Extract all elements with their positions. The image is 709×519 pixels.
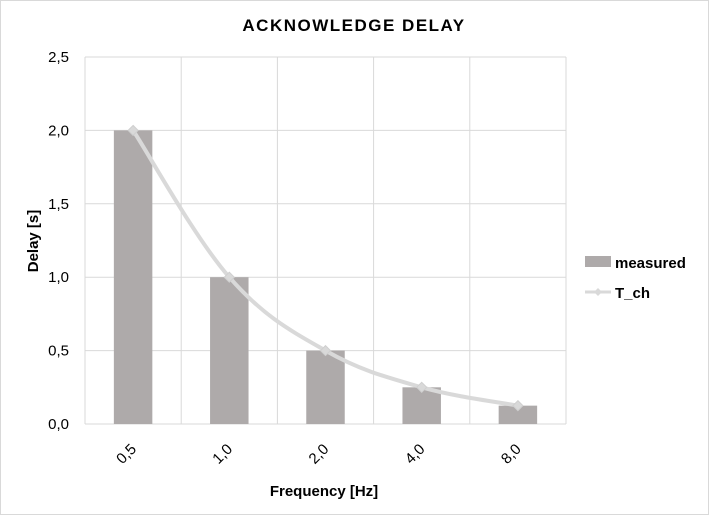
legend-swatch-measured	[585, 256, 611, 267]
point-t-ch	[223, 271, 236, 283]
point-t-ch	[512, 399, 524, 412]
bar-measured	[210, 277, 249, 424]
legend-marker-t-ch	[594, 288, 602, 296]
x-tick-label: 2,0	[306, 441, 333, 468]
y-tick-label: 0,0	[48, 416, 69, 433]
chart-title: ACKNOWLEDGE DELAY	[242, 16, 465, 35]
bars	[113, 130, 538, 424]
y-axis-label: Delay [s]	[25, 210, 42, 273]
x-tick-label: 1,0	[209, 441, 236, 468]
y-tick-label: 1,0	[48, 269, 69, 286]
y-tick-label: 2,0	[48, 122, 69, 139]
x-tick-label: 8,0	[498, 441, 525, 468]
x-axis-label: Frequency [Hz]	[270, 483, 378, 500]
x-tick-labels: 0,5 1,0 2,0 4,0 8,0	[113, 441, 525, 468]
bar-measured	[402, 387, 441, 424]
bar-measured	[113, 130, 153, 424]
gridlines	[84, 56, 567, 425]
legend: measured T_ch	[585, 255, 686, 302]
y-tick-label: 2,5	[48, 49, 69, 66]
x-tick-label: 0,5	[113, 441, 140, 468]
bar-measured	[498, 405, 538, 424]
y-tick-label: 0,5	[48, 343, 69, 360]
y-tick-label: 1,5	[48, 196, 69, 213]
series-line	[127, 124, 524, 412]
line-t-ch	[131, 129, 519, 408]
point-t-ch	[415, 381, 428, 394]
x-tick-label: 4,0	[402, 441, 429, 468]
legend-label-t-ch: T_ch	[615, 285, 650, 302]
legend-label-measured: measured	[615, 255, 686, 272]
y-tick-labels: 0,0 0,5 1,0 1,5 2,0 2,5	[48, 49, 69, 433]
point-t-ch	[319, 344, 332, 357]
bar-measured	[306, 350, 345, 424]
point-t-ch	[127, 124, 139, 137]
